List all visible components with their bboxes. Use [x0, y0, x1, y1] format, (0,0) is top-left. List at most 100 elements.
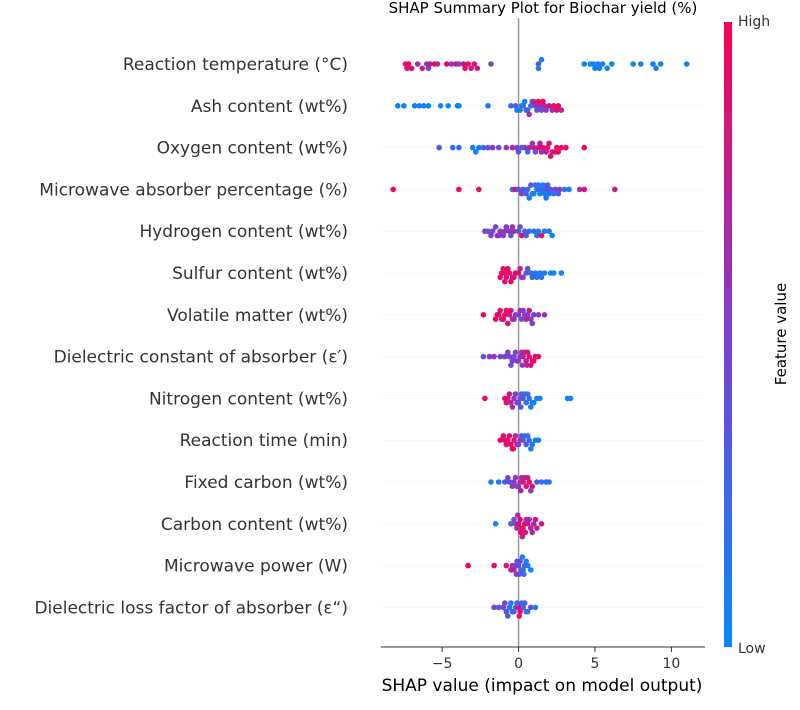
- shap-point: [500, 265, 507, 272]
- shap-point: [538, 274, 545, 281]
- shap-point: [537, 395, 543, 402]
- shap-point: [526, 437, 532, 444]
- shap-point: [517, 224, 523, 230]
- x-axis-title: SHAP value (impact on model output): [382, 676, 703, 696]
- shap-point: [653, 65, 659, 72]
- shap-point: [526, 516, 532, 523]
- shap-point: [515, 399, 522, 406]
- shap-point: [510, 446, 516, 452]
- shap-point: [401, 103, 407, 109]
- shap-point: [554, 144, 560, 151]
- feature-label: Oxygen content (wt%): [157, 139, 348, 159]
- shap-point: [503, 224, 510, 230]
- shap-point: [462, 65, 468, 72]
- shap-point: [506, 433, 513, 439]
- shap-point: [505, 437, 511, 444]
- shap-point: [543, 107, 549, 113]
- shap-point: [595, 61, 601, 67]
- shap-point: [495, 479, 502, 485]
- shap-point: [541, 270, 548, 276]
- shap-point: [511, 316, 517, 322]
- feature-label: Microwave power (W): [164, 557, 348, 577]
- shap-point: [538, 479, 545, 485]
- shap-point: [543, 149, 549, 155]
- shap-point: [512, 349, 519, 356]
- shap-point: [550, 270, 557, 276]
- shap-point: [523, 190, 529, 197]
- shap-point: [515, 149, 522, 155]
- shap-point: [524, 521, 531, 527]
- shap-point: [521, 98, 528, 105]
- shap-point: [390, 186, 397, 193]
- shap-point: [630, 61, 636, 67]
- shap-point: [512, 103, 519, 109]
- shap-point: [515, 483, 522, 490]
- shap-point: [436, 144, 442, 151]
- shap-point: [495, 232, 502, 239]
- shap-point: [523, 316, 529, 322]
- shap-point: [515, 441, 522, 448]
- shap-point: [489, 228, 496, 234]
- shap-point: [515, 270, 522, 276]
- shap-point: [566, 186, 572, 193]
- shap-point: [531, 399, 537, 406]
- shap-point: [508, 307, 514, 314]
- shap-point: [520, 604, 526, 611]
- shap-point: [529, 441, 536, 448]
- shap-point: [517, 516, 523, 523]
- shap-point: [450, 144, 456, 151]
- shap-point: [529, 320, 536, 327]
- shap-point: [540, 182, 546, 188]
- shap-point: [550, 103, 557, 109]
- shap-point: [456, 61, 462, 67]
- shap-point: [524, 391, 531, 397]
- shap-point: [500, 316, 507, 322]
- shap-point: [604, 65, 610, 72]
- shap-point: [518, 404, 524, 410]
- shap-point: [427, 61, 433, 67]
- shap-point: [419, 65, 426, 72]
- shap-point: [502, 278, 508, 285]
- shap-point: [491, 353, 497, 360]
- shap-point: [434, 61, 441, 67]
- colorbar-high-label: High: [738, 14, 770, 30]
- shap-point: [540, 144, 546, 151]
- shap-point: [537, 190, 543, 197]
- shap-point: [502, 353, 508, 360]
- shap-point: [515, 228, 522, 234]
- shap-point: [519, 533, 526, 540]
- shap-point: [520, 567, 526, 573]
- shap-point: [503, 441, 510, 448]
- shap-point: [448, 61, 455, 67]
- shap-point: [531, 358, 537, 364]
- shap-point: [528, 446, 534, 452]
- shap-point: [547, 186, 554, 193]
- shap-point: [476, 144, 482, 151]
- shap-point: [612, 186, 618, 193]
- chart-title: SHAP Summary Plot for Biochar yield (%): [389, 0, 698, 17]
- shap-point: [513, 571, 520, 577]
- feature-label: Microwave absorber percentage (%): [39, 180, 348, 200]
- shap-point: [480, 144, 487, 151]
- shap-point: [515, 604, 522, 611]
- shap-point: [555, 190, 562, 197]
- shap-points: [390, 56, 690, 619]
- shap-point: [521, 228, 528, 234]
- shap-point: [541, 312, 548, 318]
- shap-point: [547, 153, 554, 159]
- shap-point: [520, 186, 526, 193]
- shap-point: [535, 144, 542, 151]
- shap-point: [534, 525, 540, 531]
- shap-point: [528, 316, 534, 322]
- shap-point: [541, 103, 548, 109]
- shap-point: [558, 107, 565, 113]
- shap-point: [497, 307, 504, 314]
- shap-point: [488, 479, 494, 485]
- shap-point: [508, 399, 514, 406]
- shap-point: [523, 358, 529, 364]
- shap-point: [537, 140, 543, 147]
- shap-point: [505, 349, 511, 356]
- shap-point: [538, 521, 545, 527]
- shap-point: [492, 224, 499, 230]
- shap-point: [534, 274, 540, 281]
